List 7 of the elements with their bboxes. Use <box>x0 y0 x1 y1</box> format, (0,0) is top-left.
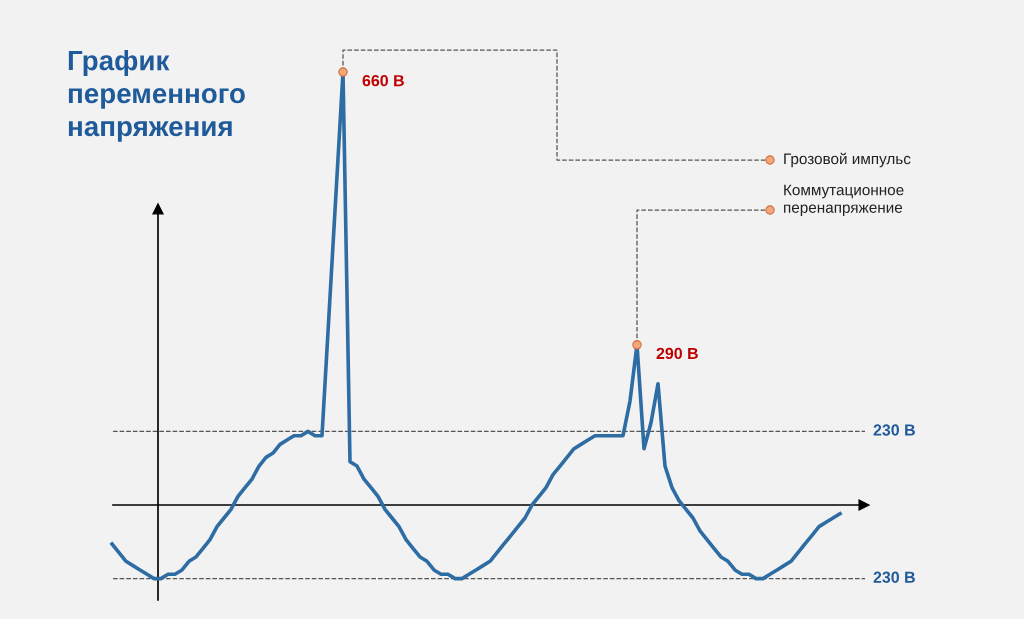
annotation: 660 В <box>362 74 404 87</box>
annotation: Грозовой импульс <box>784 152 911 168</box>
annotation: 290 В <box>656 347 698 360</box>
ref-line-label: 230 В <box>873 424 915 436</box>
chart-title: График переменного напряжения <box>68 50 245 142</box>
ref-line-label: 230 В <box>873 571 915 583</box>
annotation: Коммутационное перенапряжение <box>784 184 904 216</box>
